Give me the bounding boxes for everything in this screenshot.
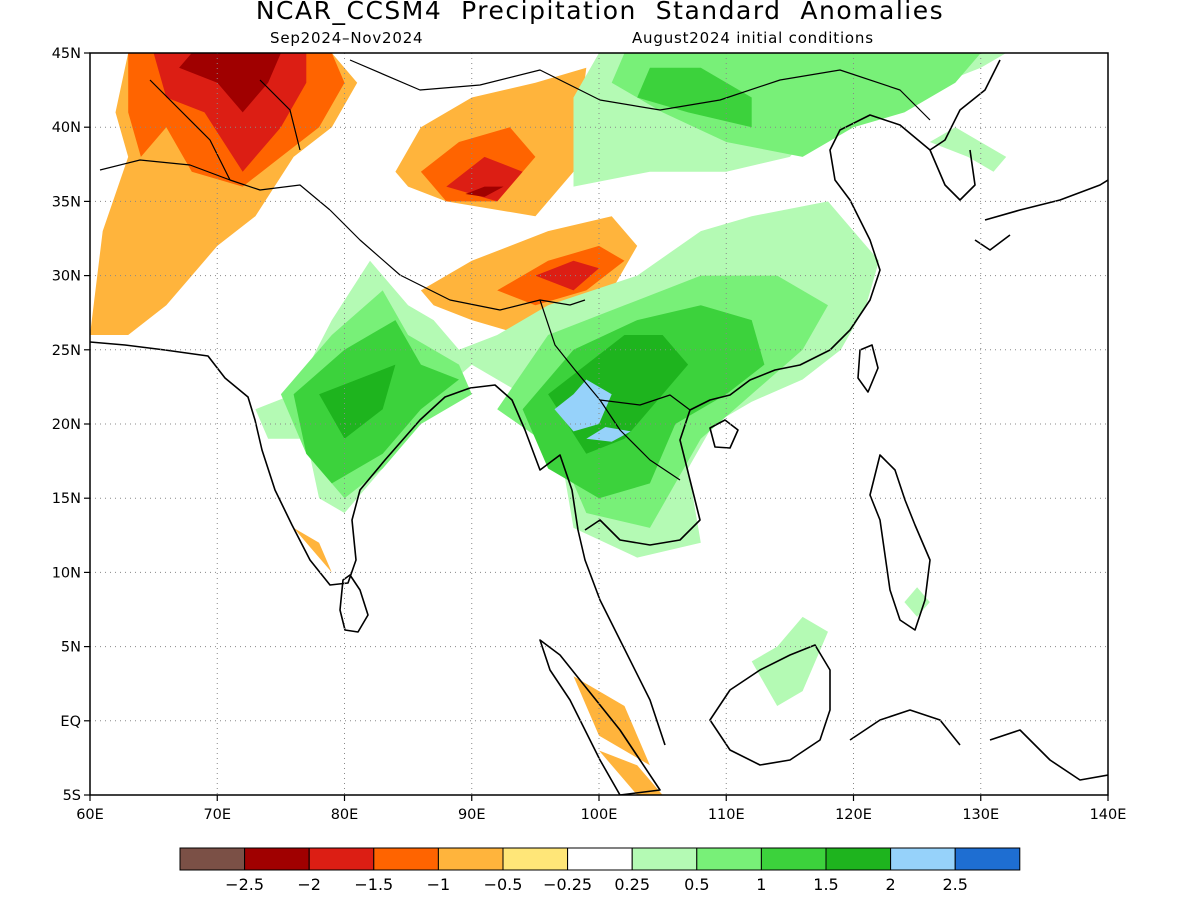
coastline-sulawesi-east bbox=[849, 709, 1108, 781]
colorbar-swatch bbox=[890, 847, 956, 871]
colorbar-swatch bbox=[179, 847, 246, 871]
lon-tick-label: 130E bbox=[962, 807, 999, 823]
coastline-indochina bbox=[584, 59, 1001, 546]
colorbar-label: −1 bbox=[427, 875, 451, 894]
colorbar-label: 2 bbox=[886, 875, 896, 894]
lat-tick-label: 40N bbox=[52, 120, 81, 136]
anomaly-region bbox=[535, 260, 599, 291]
lon-tick-label: 120E bbox=[835, 807, 872, 823]
border-mongolia bbox=[349, 59, 931, 121]
lon-tick-label: 60E bbox=[76, 807, 104, 823]
colorbar-swatch bbox=[696, 847, 762, 871]
anomaly-region bbox=[751, 616, 828, 706]
colorbar-label: 1.5 bbox=[813, 875, 838, 894]
colorbar-label: 0.25 bbox=[614, 875, 650, 894]
colorbar-label: 1 bbox=[756, 875, 766, 894]
anomaly-region bbox=[465, 186, 504, 197]
colorbar-swatch bbox=[631, 847, 698, 871]
colorbar-swatch bbox=[825, 847, 892, 871]
colorbar-label: −2 bbox=[297, 875, 321, 894]
anomaly-region bbox=[904, 587, 930, 617]
colorbar-label: −0.5 bbox=[484, 875, 523, 894]
colorbar-swatch bbox=[954, 847, 1021, 871]
lat-tick-label: 45N bbox=[52, 46, 81, 62]
map-title: NCAR_CCSM4 Precipitation Standard Anomal… bbox=[255, 0, 945, 25]
anomaly-region bbox=[586, 427, 631, 442]
lat-tick-label: EQ bbox=[60, 714, 81, 730]
anomaly-region bbox=[293, 527, 332, 573]
colorbar-swatch bbox=[437, 847, 504, 871]
colorbar-label: −0.25 bbox=[543, 875, 592, 894]
coastline-borneo bbox=[709, 644, 831, 766]
lat-tick-label: 15N bbox=[52, 491, 81, 507]
colorbar-swatch bbox=[502, 847, 569, 871]
anomaly-region bbox=[599, 750, 663, 795]
colorbar-label: 2.5 bbox=[942, 875, 967, 894]
colorbar-label: −2.5 bbox=[225, 875, 264, 894]
axis-ticks: 60E 70E 80E 90E 100E 110E 120E 130E 140E 45N 40N 35… bbox=[52, 46, 1127, 823]
colorbar-swatch bbox=[308, 847, 375, 871]
colorbar-label: −1.5 bbox=[354, 875, 393, 894]
border-tibet-himalaya bbox=[329, 209, 586, 311]
lat-tick-label: 20N bbox=[52, 417, 81, 433]
lon-tick-label: 100E bbox=[581, 807, 618, 823]
border-se-asia bbox=[539, 299, 691, 481]
coastline-hainan bbox=[709, 419, 739, 449]
coastline-japan-korea bbox=[929, 149, 1108, 251]
anomaly-region bbox=[929, 127, 1007, 172]
colorbar-label: 0.5 bbox=[684, 875, 709, 894]
lat-tick-label: 5N bbox=[61, 640, 81, 656]
lat-tick-label: 10N bbox=[52, 565, 81, 581]
coastline-bay-of-bengal bbox=[469, 384, 666, 746]
coastline-sri-lanka bbox=[339, 574, 369, 633]
anomaly-region bbox=[446, 156, 523, 202]
lon-tick-label: 90E bbox=[458, 807, 486, 823]
anomaly-region bbox=[179, 53, 281, 113]
anomaly-region bbox=[637, 67, 752, 128]
lat-tick-label: 35N bbox=[52, 194, 81, 210]
lon-tick-label: 70E bbox=[203, 807, 231, 823]
lat-tick-label: 5S bbox=[63, 788, 81, 804]
coastline-layer bbox=[90, 59, 1108, 795]
lat-tick-label: 30N bbox=[52, 269, 81, 285]
lon-tick-label: 80E bbox=[331, 807, 359, 823]
coastline-sumatra bbox=[539, 639, 661, 795]
anomaly-fill-layer bbox=[90, 53, 1007, 795]
coastline-arabian-india bbox=[90, 341, 471, 586]
coastline-philippines bbox=[869, 454, 931, 631]
lon-tick-label: 140E bbox=[1090, 807, 1127, 823]
anomaly-region bbox=[153, 53, 307, 172]
border-central-asia bbox=[99, 79, 331, 211]
forecast-period: Sep2024–Nov2024 bbox=[270, 29, 424, 47]
initial-conditions: August2024 initial conditions bbox=[632, 29, 874, 47]
lat-lon-grid bbox=[90, 53, 1108, 795]
anomaly-region bbox=[554, 379, 612, 432]
colorbar-swatch bbox=[244, 847, 310, 871]
coastline-taiwan bbox=[857, 344, 879, 393]
lat-tick-label: 25N bbox=[52, 343, 81, 359]
colorbar-swatch bbox=[567, 847, 633, 871]
colorbar-swatch bbox=[760, 847, 827, 871]
colorbar: −2.5 −2 −1.5 −1 −0.5 −0.25 0.25 0.5 1 1.5 2 2.5 bbox=[179, 847, 1021, 894]
lon-tick-label: 110E bbox=[708, 807, 745, 823]
anomaly-region bbox=[319, 364, 396, 439]
colorbar-swatch bbox=[373, 847, 439, 871]
